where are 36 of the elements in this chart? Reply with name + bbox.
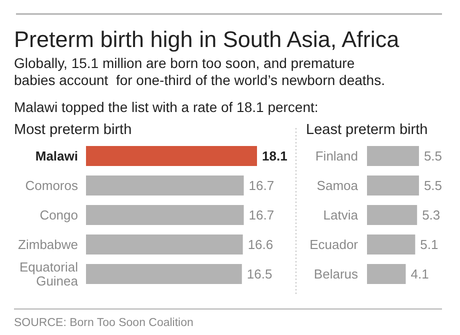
bar bbox=[86, 234, 243, 254]
chart-title: Least preterm birth bbox=[306, 122, 428, 138]
y-tick-label: Belarus bbox=[314, 266, 358, 282]
data-label: 16.6 bbox=[248, 237, 274, 252]
y-tick-label: Congo bbox=[40, 208, 78, 222]
data-label: 16.7 bbox=[248, 208, 274, 222]
data-label: 5.5 bbox=[424, 148, 442, 164]
data-label: 5.5 bbox=[424, 178, 442, 193]
y-tick-label: Comoros bbox=[25, 178, 78, 193]
y-tick-label: Latvia bbox=[323, 208, 359, 222]
chart-title: Preterm birth high in South Asia, Africa bbox=[14, 27, 400, 52]
data-label: 5.3 bbox=[422, 208, 440, 222]
data-label: 16.5 bbox=[246, 266, 272, 282]
chart-subtitle: Globally, 15.1 million are born too soon, and premature babies account for one-third of the world’s newborn deaths. bbox=[14, 55, 385, 88]
data-label: 16.7 bbox=[248, 178, 274, 193]
bar bbox=[367, 146, 419, 166]
bar bbox=[86, 146, 257, 166]
data-label: 18.1 bbox=[262, 148, 288, 164]
y-tick-label: Finland bbox=[315, 148, 358, 164]
bar bbox=[367, 264, 406, 284]
data-label: 4.1 bbox=[410, 266, 429, 282]
bar bbox=[86, 176, 244, 196]
y-tick-label: Malawi bbox=[35, 148, 78, 164]
bar bbox=[367, 234, 416, 254]
bar bbox=[86, 264, 242, 284]
text: Most preterm birth bbox=[14, 122, 132, 138]
bar bbox=[367, 205, 418, 225]
y-tick-label: Samoa bbox=[316, 178, 359, 193]
y-tick-label: Ecuador bbox=[310, 237, 359, 252]
text: Malawi topped the list with a rate of 18.1 percent: bbox=[14, 99, 318, 115]
y-tick-label: Equatorial Guinea bbox=[19, 260, 79, 288]
source-note: SOURCE: Born Too Soon Coalition bbox=[14, 317, 194, 329]
bar bbox=[367, 176, 419, 196]
y-tick-label: Zimbabwe bbox=[18, 237, 78, 252]
data-label: 5.1 bbox=[420, 237, 438, 252]
bar bbox=[86, 205, 244, 225]
